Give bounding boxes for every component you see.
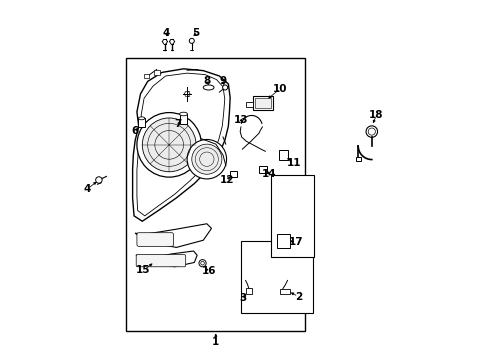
- Text: 18: 18: [368, 111, 383, 121]
- Text: 14: 14: [262, 168, 276, 179]
- Bar: [245, 288, 251, 294]
- Ellipse shape: [179, 112, 187, 116]
- Text: 12: 12: [220, 175, 234, 185]
- Circle shape: [201, 261, 204, 265]
- Text: 6: 6: [131, 126, 139, 135]
- Circle shape: [189, 39, 194, 43]
- Bar: [355, 157, 360, 161]
- Bar: [280, 289, 290, 294]
- Text: 13: 13: [233, 115, 247, 125]
- Text: 16: 16: [201, 266, 215, 276]
- Circle shape: [199, 260, 206, 267]
- Circle shape: [142, 118, 196, 172]
- Text: 15: 15: [136, 265, 150, 275]
- Bar: [246, 102, 253, 107]
- Text: 7: 7: [173, 120, 181, 129]
- Bar: [154, 70, 160, 75]
- Polygon shape: [132, 69, 230, 221]
- Bar: [258, 166, 266, 173]
- Bar: [276, 234, 290, 248]
- Polygon shape: [137, 73, 224, 216]
- Text: 3: 3: [239, 293, 246, 303]
- Text: 17: 17: [288, 237, 303, 247]
- Ellipse shape: [203, 85, 214, 90]
- Bar: [271, 175, 314, 257]
- Polygon shape: [135, 224, 211, 247]
- Text: 10: 10: [273, 84, 287, 94]
- Circle shape: [96, 177, 102, 183]
- Text: 4: 4: [163, 28, 170, 38]
- Bar: [179, 114, 187, 124]
- Bar: [138, 118, 144, 127]
- Text: 4: 4: [83, 184, 91, 194]
- Circle shape: [366, 126, 377, 137]
- Bar: [255, 98, 271, 108]
- Text: 5: 5: [192, 28, 199, 38]
- Text: 9: 9: [219, 76, 226, 86]
- Text: 11: 11: [286, 158, 301, 168]
- Ellipse shape: [138, 117, 144, 120]
- Text: 1: 1: [212, 337, 219, 347]
- Bar: [278, 149, 287, 160]
- Bar: [143, 74, 149, 78]
- Bar: [241, 241, 312, 313]
- Text: 2: 2: [294, 292, 301, 302]
- Polygon shape: [136, 251, 197, 267]
- Circle shape: [367, 128, 375, 135]
- Circle shape: [137, 113, 201, 177]
- FancyBboxPatch shape: [136, 255, 185, 267]
- Circle shape: [191, 144, 222, 174]
- Bar: [253, 96, 273, 110]
- Bar: [230, 171, 236, 177]
- Bar: [126, 58, 305, 330]
- FancyBboxPatch shape: [137, 233, 173, 246]
- Circle shape: [222, 85, 227, 90]
- Circle shape: [187, 139, 226, 179]
- Text: 8: 8: [203, 76, 210, 86]
